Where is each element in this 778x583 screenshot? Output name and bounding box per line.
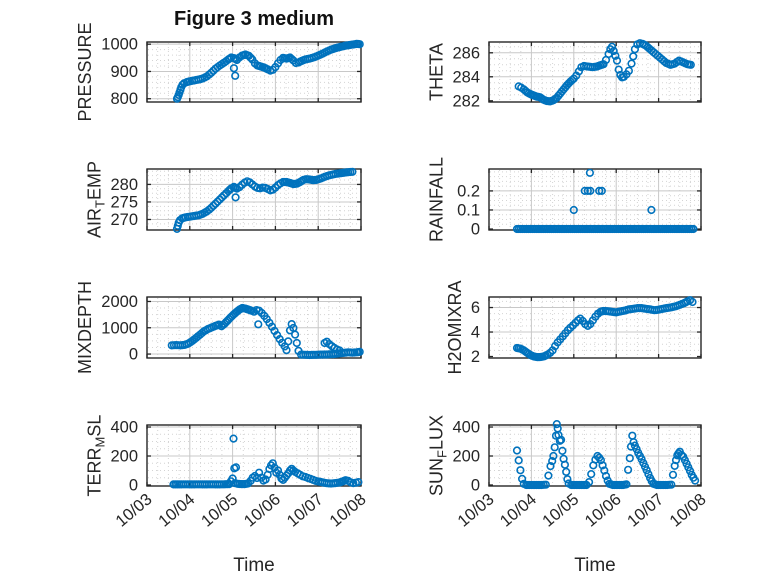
x-axis-label: Time — [233, 555, 275, 576]
y-tick-label: 0.1 — [457, 201, 480, 219]
subplot-theta: 282 284 286 THETA — [426, 39, 702, 110]
y-tick-labels: 0 200 400 — [452, 419, 480, 495]
scatter-markers — [172, 39, 364, 103]
x-tick-labels: 10/03 10/04 10/05 10/06 10/07 10/08 — [112, 490, 369, 530]
y-tick-labels: 0 1000 2000 — [101, 293, 138, 364]
y-tick-label: 0 — [471, 221, 480, 239]
y-tick-label: 400 — [452, 419, 480, 437]
y-tick-label: 800 — [110, 90, 138, 108]
y-tick-label: 275 — [110, 193, 138, 211]
y-tick-label: 900 — [110, 63, 138, 81]
y-axis-label-sun-flux: SUNFLUX — [426, 415, 449, 496]
x-tick-labels: 10/03 10/04 10/05 10/06 10/07 10/08 — [454, 490, 709, 530]
subplot-h2omixra: 2 4 6 H2OMIXRA — [445, 280, 702, 375]
y-tick-label: 2000 — [101, 293, 138, 311]
y-tick-label: 0 — [129, 346, 138, 364]
y-axis-label-mixdepth: MIXDEPTH — [75, 281, 95, 374]
y-axis-label-theta: THETA — [426, 43, 446, 101]
y-axis-label-air-temp: AIRTEMP — [84, 161, 107, 238]
x-tick-label: 10/08 — [326, 490, 369, 530]
y-tick-labels: 800 900 1000 — [101, 36, 138, 109]
scatter-markers — [514, 39, 695, 106]
figure-title: Figure 3 medium — [173, 8, 335, 30]
y-tick-label: 4 — [471, 324, 480, 342]
x-tick-label: 10/06 — [582, 490, 625, 530]
y-tick-label: 0 — [129, 476, 138, 494]
y-tick-label: 400 — [110, 419, 138, 437]
scatter-markers — [512, 296, 697, 362]
x-tick-label: 10/06 — [241, 490, 284, 530]
x-tick-label: 10/05 — [539, 490, 582, 530]
subplot-mixdepth: 0 1000 2000 MIXDEPTH — [75, 281, 364, 374]
y-tick-labels: 2 4 6 — [471, 299, 480, 366]
scatter-markers — [512, 420, 700, 490]
y-tick-label: 1000 — [101, 36, 138, 54]
scatter-markers — [172, 167, 357, 233]
x-tick-label: 10/07 — [624, 490, 667, 530]
y-tick-label: 200 — [110, 448, 138, 466]
y-tick-label: 0 — [471, 476, 480, 494]
subplot-rainfall: 0 0.10.2 RAINFALL — [426, 157, 702, 242]
y-axis-label-h2omixra: H2OMIXRA — [445, 280, 465, 374]
x-tick-label: 10/03 — [112, 490, 155, 530]
x-tick-label: 10/08 — [666, 490, 709, 530]
y-axis-label-terr-msl: TERRMSL — [84, 415, 107, 497]
scatter-markers — [167, 303, 364, 360]
y-tick-label: 284 — [452, 68, 480, 86]
x-tick-label: 10/05 — [198, 490, 241, 530]
y-tick-labels: 0 200 400 — [110, 419, 138, 495]
scatter-markers — [512, 168, 698, 234]
y-tick-label: 2 — [471, 348, 480, 366]
subplot-pressure: 800 900 1000 PRESSURE — [75, 22, 364, 122]
scatter-markers — [169, 434, 363, 489]
x-axis-label: Time — [574, 555, 616, 576]
x-tick-label: 10/07 — [284, 490, 327, 530]
y-tick-label: 280 — [110, 176, 138, 194]
y-tick-labels: 0 0.10.2 — [457, 182, 480, 238]
y-tick-label: 282 — [452, 92, 480, 110]
y-tick-label: 1000 — [101, 319, 138, 337]
y-tick-label: 200 — [452, 448, 480, 466]
y-axis-label-rainfall: RAINFALL — [426, 157, 446, 242]
x-tick-label: 10/04 — [155, 490, 198, 530]
y-axis-label-pressure: PRESSURE — [75, 22, 95, 121]
y-tick-label: 270 — [110, 211, 138, 229]
y-tick-label: 6 — [471, 299, 480, 317]
y-tick-labels: 282 284 286 — [452, 44, 480, 110]
y-tick-label: 286 — [452, 44, 480, 62]
y-tick-label: 0.2 — [457, 182, 480, 200]
x-tick-label: 10/04 — [497, 490, 540, 530]
x-tick-label: 10/03 — [454, 490, 497, 530]
